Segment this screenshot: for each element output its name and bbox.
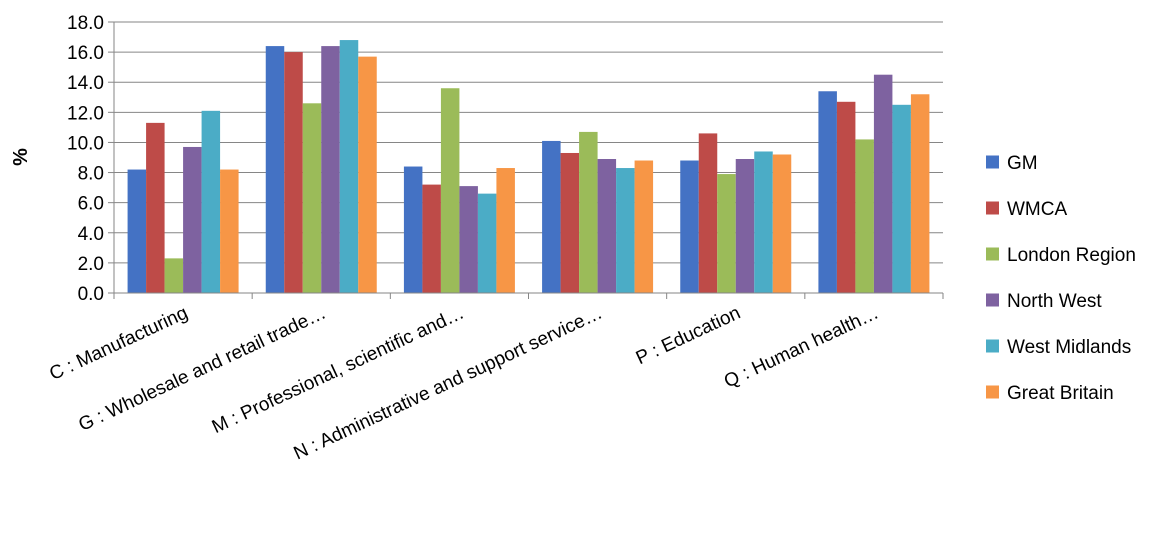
bar bbox=[736, 159, 755, 293]
legend-swatch bbox=[986, 340, 999, 353]
legend: GM WMCA London Region North West West Midlan… bbox=[986, 153, 1136, 404]
bar bbox=[284, 52, 303, 293]
legend-swatch bbox=[986, 156, 999, 169]
bar bbox=[478, 194, 497, 293]
bar bbox=[892, 105, 911, 293]
y-tick-label: 16.0 bbox=[67, 43, 104, 64]
y-axis-label: % bbox=[10, 148, 32, 166]
x-tick-label: M : Professional, scientific and… bbox=[209, 302, 468, 438]
bar bbox=[837, 102, 856, 293]
bars bbox=[128, 40, 930, 293]
legend-label: GM bbox=[1007, 153, 1038, 174]
legend-swatch bbox=[986, 294, 999, 307]
bar bbox=[818, 91, 837, 293]
bar bbox=[579, 132, 598, 293]
bar bbox=[635, 161, 654, 293]
y-tick-label: 6.0 bbox=[78, 194, 104, 215]
y-tick-label: 10.0 bbox=[67, 133, 104, 154]
bar bbox=[220, 170, 239, 293]
bar bbox=[165, 258, 184, 293]
y-tick-label: 4.0 bbox=[78, 224, 104, 245]
bar bbox=[358, 57, 377, 293]
bar bbox=[717, 174, 736, 293]
bar bbox=[680, 161, 699, 293]
bar bbox=[303, 103, 322, 293]
x-tick-label: Q : Human health… bbox=[721, 302, 882, 392]
x-tick-label: G : Wholesale and retail trade… bbox=[75, 302, 329, 435]
legend-label: North West bbox=[1007, 291, 1102, 312]
bar bbox=[874, 75, 893, 293]
legend-label: WMCA bbox=[1007, 199, 1067, 220]
bar bbox=[422, 185, 441, 293]
legend-swatch bbox=[986, 248, 999, 261]
bar bbox=[754, 151, 773, 293]
y-tick-label: 2.0 bbox=[78, 254, 104, 275]
bar bbox=[911, 94, 930, 293]
bar bbox=[266, 46, 285, 293]
bar bbox=[202, 111, 221, 293]
legend-swatch bbox=[986, 386, 999, 399]
bar bbox=[598, 159, 617, 293]
legend-label: London Region bbox=[1007, 245, 1136, 266]
legend-swatch bbox=[986, 202, 999, 215]
bar bbox=[459, 186, 478, 293]
bar bbox=[128, 170, 147, 293]
bar bbox=[404, 167, 423, 293]
y-tick-label: 0.0 bbox=[78, 284, 104, 305]
bar bbox=[146, 123, 165, 293]
legend-label: West Midlands bbox=[1007, 337, 1131, 358]
y-tick-label: 18.0 bbox=[67, 13, 104, 34]
bar bbox=[616, 168, 635, 293]
bar bbox=[773, 154, 792, 293]
legend-label: Great Britain bbox=[1007, 383, 1114, 404]
bar bbox=[441, 88, 460, 293]
y-tick-label: 8.0 bbox=[78, 164, 104, 185]
bar bbox=[561, 153, 580, 293]
y-tick-labels: 0.0 2.0 4.0 6.0 8.0 10.0 12.0 14.0 16.0 18.0 bbox=[67, 13, 104, 305]
x-tick-label: P : Education bbox=[633, 302, 744, 369]
bar bbox=[340, 40, 359, 293]
bar bbox=[542, 141, 561, 293]
bar bbox=[183, 147, 202, 293]
bar bbox=[699, 133, 718, 293]
bar bbox=[855, 139, 874, 293]
bar bbox=[321, 46, 340, 293]
y-tick-label: 14.0 bbox=[67, 73, 104, 94]
bar bbox=[496, 168, 514, 293]
y-tick-label: 12.0 bbox=[67, 103, 104, 124]
